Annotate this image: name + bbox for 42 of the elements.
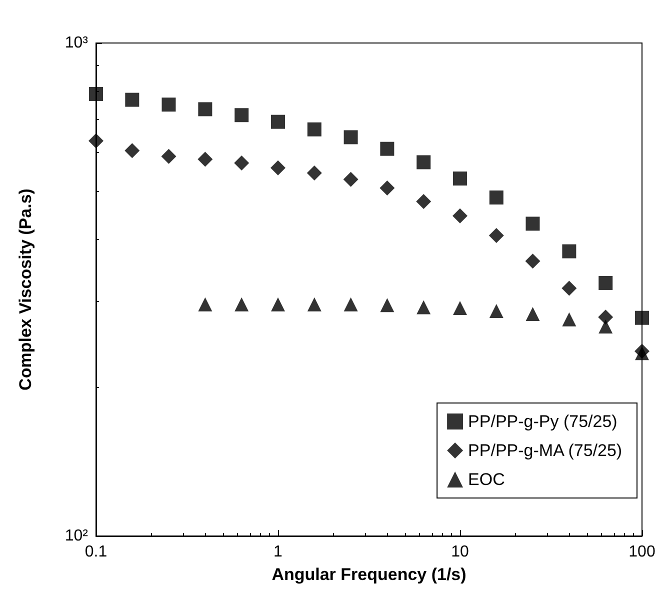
y-axis-title: Complex Viscosity (Pa.s) [16, 188, 35, 390]
point [234, 155, 250, 170]
point [380, 142, 394, 156]
point [488, 228, 504, 243]
x-axis-title: Angular Frequency (1/s) [272, 565, 466, 584]
point [380, 180, 395, 196]
point [306, 165, 322, 180]
point [88, 133, 104, 148]
point [162, 98, 176, 112]
point [125, 92, 140, 107]
legend-label: EOC [468, 470, 505, 489]
x-tick-label: 1 [274, 544, 283, 560]
legend-label: PP/PP-g-MA (75/25) [468, 441, 622, 460]
point [453, 172, 467, 186]
point [234, 108, 249, 122]
point [635, 310, 649, 325]
point [198, 152, 213, 167]
point [525, 254, 540, 269]
point [452, 208, 468, 224]
x-tick-label: 100 [628, 544, 656, 560]
point [307, 122, 322, 136]
point [270, 160, 286, 176]
point [598, 310, 614, 325]
y-tick-label: 10² [64, 528, 89, 544]
y-tick-label: 10³ [64, 34, 89, 52]
point [343, 172, 358, 187]
point [271, 114, 285, 129]
point [344, 130, 358, 144]
point [161, 148, 176, 164]
x-tick-label: 10 [451, 544, 469, 560]
point [198, 102, 212, 116]
point [124, 143, 140, 158]
point [489, 190, 504, 204]
point [416, 194, 432, 209]
point [89, 87, 103, 102]
point [562, 280, 577, 296]
point [416, 155, 431, 170]
point [562, 244, 576, 258]
point [526, 216, 540, 231]
x-tick-label: 0.1 [84, 544, 108, 560]
legend-label: PP/PP-g-Py (75/25) [468, 412, 618, 431]
point [598, 276, 613, 290]
